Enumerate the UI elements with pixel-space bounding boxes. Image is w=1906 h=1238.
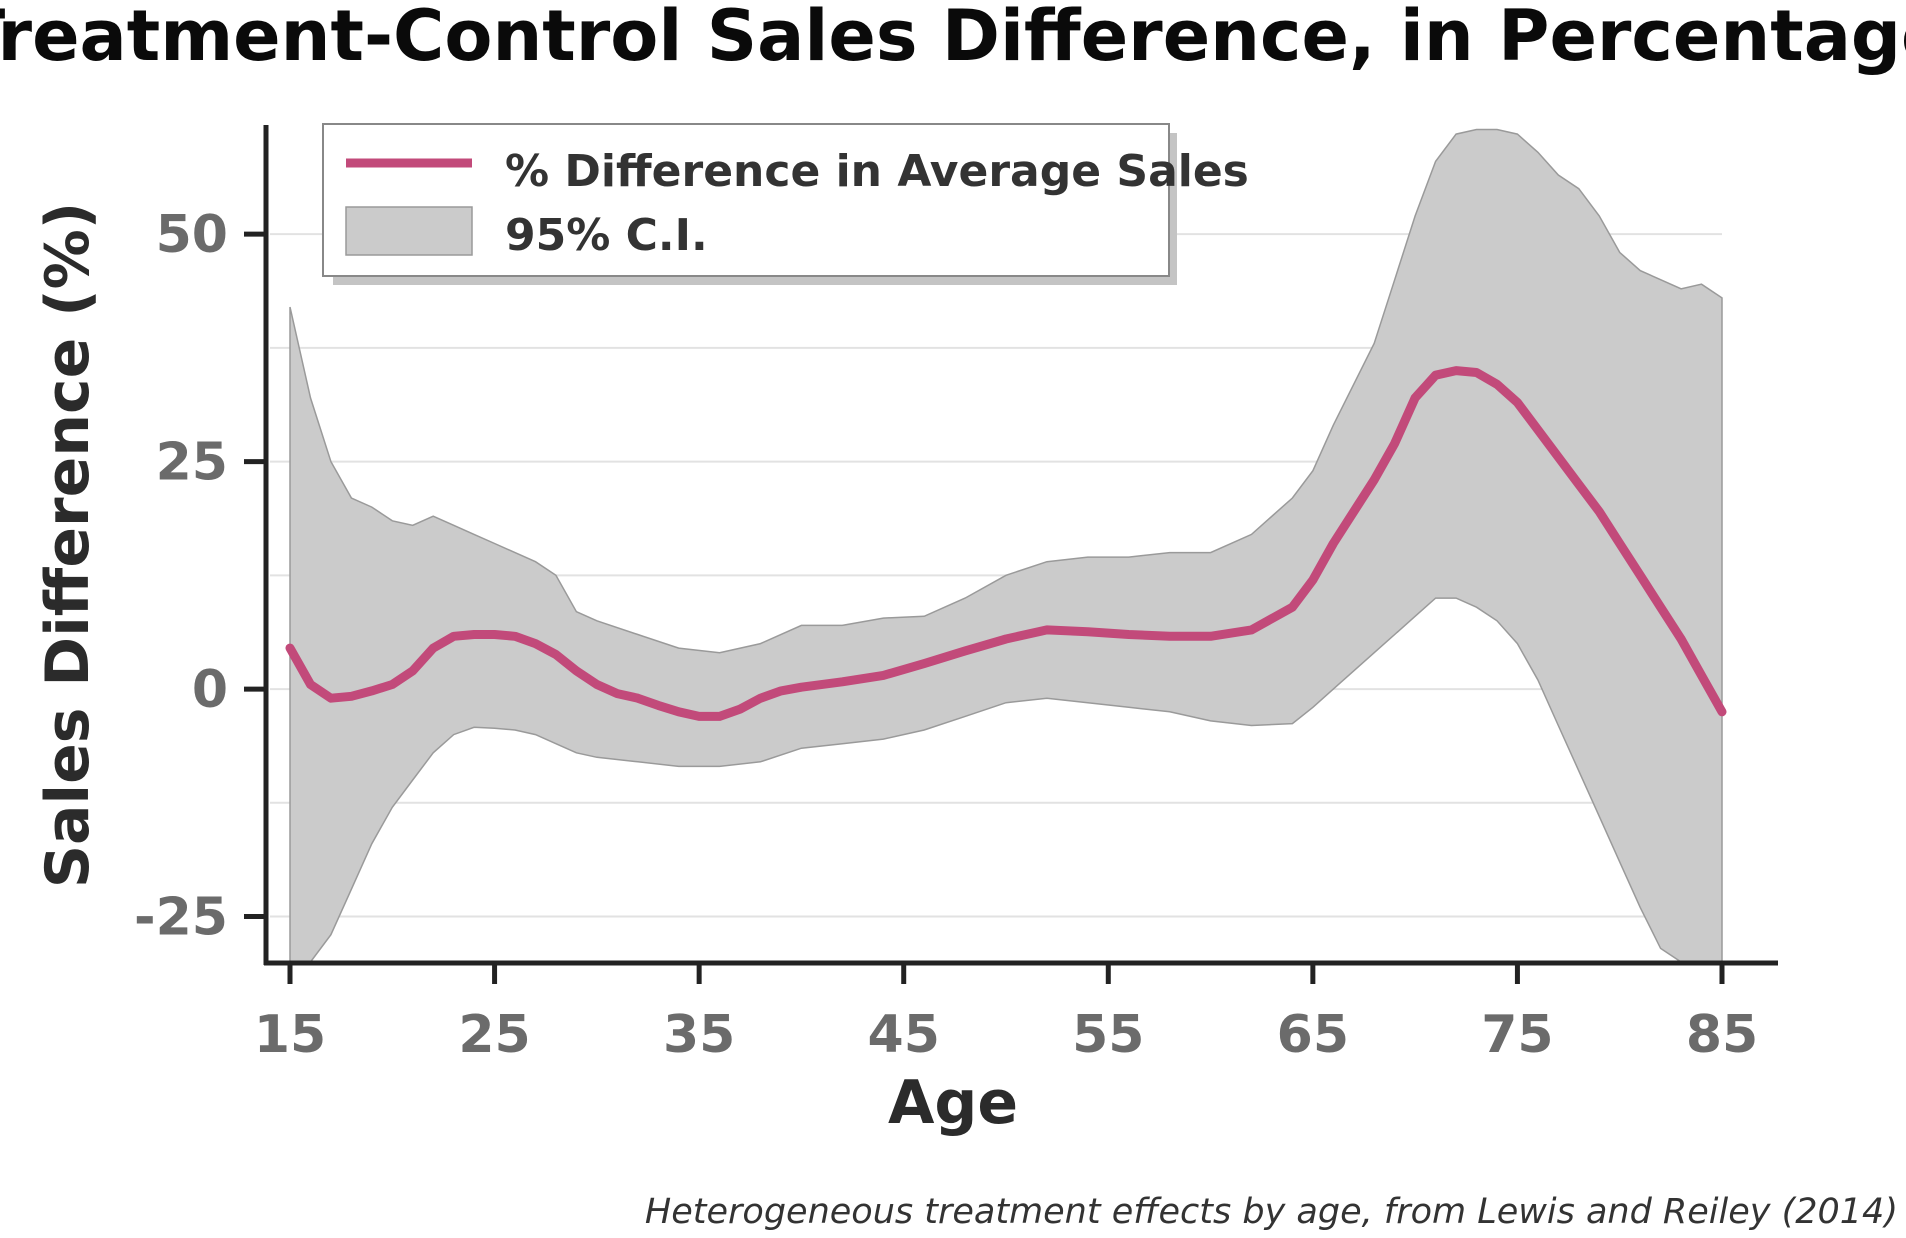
x-tick-label: 55 <box>1072 1005 1144 1065</box>
chart-caption: Heterogeneous treatment effects by age, … <box>645 1192 1898 1232</box>
y-axis-label: Sales Difference (%) <box>33 202 103 888</box>
legend: % Difference in Average Sales 95% C.I. <box>322 123 1249 285</box>
y-tick-label: 0 <box>192 660 228 720</box>
y-axis-ticks: -25 0 25 50 <box>134 205 266 948</box>
series-line-sales-difference <box>285 366 1727 721</box>
x-axis-label: Age <box>888 1068 1018 1138</box>
chart-title: Treatment-Control Sales Difference, in P… <box>0 0 1906 77</box>
legend-label-band: 95% C.I. <box>505 210 708 261</box>
x-tick-label: 45 <box>868 1005 940 1065</box>
x-tick-label: 85 <box>1686 1005 1758 1065</box>
x-axis-ticks: 15 25 35 45 55 65 75 85 <box>254 963 1758 1065</box>
x-tick-label: 35 <box>663 1005 735 1065</box>
y-tick-label: 25 <box>156 433 228 493</box>
y-tick-label: -25 <box>134 888 228 948</box>
legend-band-swatch <box>345 206 473 256</box>
x-tick-label: 75 <box>1481 1005 1553 1065</box>
x-tick-label: 65 <box>1277 1005 1349 1065</box>
legend-label-line: % Difference in Average Sales <box>505 146 1249 197</box>
x-tick-label: 25 <box>458 1005 530 1065</box>
y-tick-label: 50 <box>156 205 228 265</box>
x-tick-label: 15 <box>254 1005 326 1065</box>
